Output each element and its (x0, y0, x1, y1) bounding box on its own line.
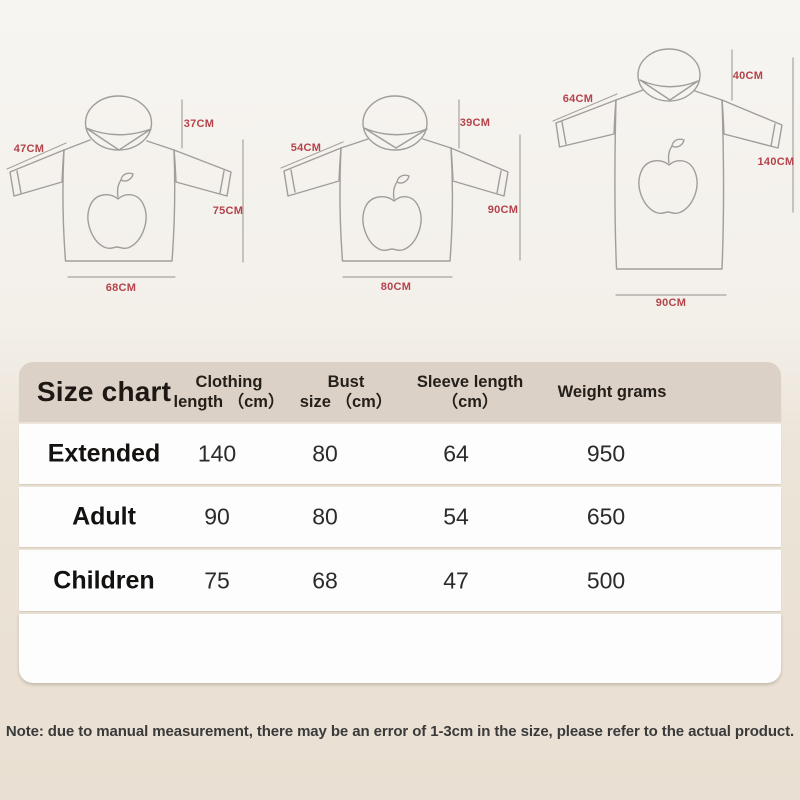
sleeve-length-value: 54 (443, 503, 469, 530)
sleeve-length-label-extended: 64CM (562, 93, 594, 105)
sleeve-length-value: 47 (443, 567, 469, 593)
weight-value: 950 (586, 440, 626, 467)
hood-height-label-extended: 40CM (732, 70, 764, 82)
sleeve-length-value: 64 (443, 440, 469, 467)
bust-size-value: 80 (312, 440, 338, 467)
measurement-note: Note: due to manual measurement, there m… (5, 723, 795, 740)
dimension-lines-children (6, 99, 244, 278)
hood-height-label-children: 37CM (183, 118, 215, 130)
column-header-line2: length （cm） (173, 392, 285, 411)
apple-graphic (87, 172, 147, 250)
hoodie-line-art (6, 48, 794, 296)
column-header-weight: Weight grams (558, 382, 667, 402)
column-header-sleeve-length: Sleeve length （cm） (417, 372, 523, 412)
hood-height-label-adult: 39CM (459, 117, 491, 129)
dimension-lines-adult (280, 99, 521, 278)
hoodie-drawing-extended (555, 48, 783, 270)
body-width-label-extended: 90CM (655, 297, 687, 309)
body-length-label-adult: 90CM (487, 204, 519, 216)
table-empty-row (19, 614, 781, 683)
row-label: Children (53, 566, 155, 594)
column-header-line1: Sleeve length (416, 372, 524, 391)
weight-value: 500 (586, 567, 626, 593)
clothing-length-value: 90 (204, 503, 230, 530)
size-chart-table: Size chart Clothing length （cm） Bust siz… (19, 362, 781, 683)
measurement-diagrams: 47CM 37CM 75CM 68CM 54CM 39CM 90CM 80CM … (0, 0, 800, 360)
body-length-label-extended: 140CM (757, 156, 795, 168)
clothing-length-value: 140 (197, 440, 237, 467)
column-header-line1: Bust (327, 372, 365, 391)
sleeve-length-label-adult: 54CM (290, 142, 322, 154)
apple-graphic (362, 174, 422, 252)
weight-value: 650 (586, 503, 626, 530)
column-header-line2: size （cm） (299, 392, 393, 411)
clothing-length-value: 75 (204, 567, 230, 593)
bust-size-value: 80 (312, 503, 338, 530)
column-header-line1: Weight grams (557, 382, 667, 401)
hoodie-drawing-adult (283, 95, 509, 262)
row-label: Extended (47, 439, 161, 468)
body-width-label-children: 68CM (105, 282, 137, 294)
table-row-extended: Extended 140 80 64 950 (19, 424, 781, 484)
table-row-adult: Adult 90 80 54 650 (19, 487, 781, 547)
sleeve-length-label-children: 47CM (13, 143, 45, 155)
dimension-lines-extended (552, 49, 794, 296)
table-header-row: Size chart Clothing length （cm） Bust siz… (19, 362, 781, 421)
hoodie-drawing-children (9, 95, 232, 262)
bust-size-value: 68 (312, 567, 338, 593)
row-label: Adult (72, 502, 136, 531)
body-length-label-children: 75CM (212, 205, 244, 217)
column-header-bust-size: Bust size （cm） (300, 372, 393, 412)
column-header-line1: Clothing (195, 372, 263, 391)
body-width-label-adult: 80CM (380, 281, 412, 293)
apple-graphic (638, 138, 698, 215)
table-row-children: Children 75 68 47 500 (19, 550, 781, 611)
column-header-clothing-length: Clothing length （cm） (174, 372, 285, 412)
column-header-line2: （cm） (441, 392, 499, 411)
table-title: Size chart (36, 375, 172, 407)
